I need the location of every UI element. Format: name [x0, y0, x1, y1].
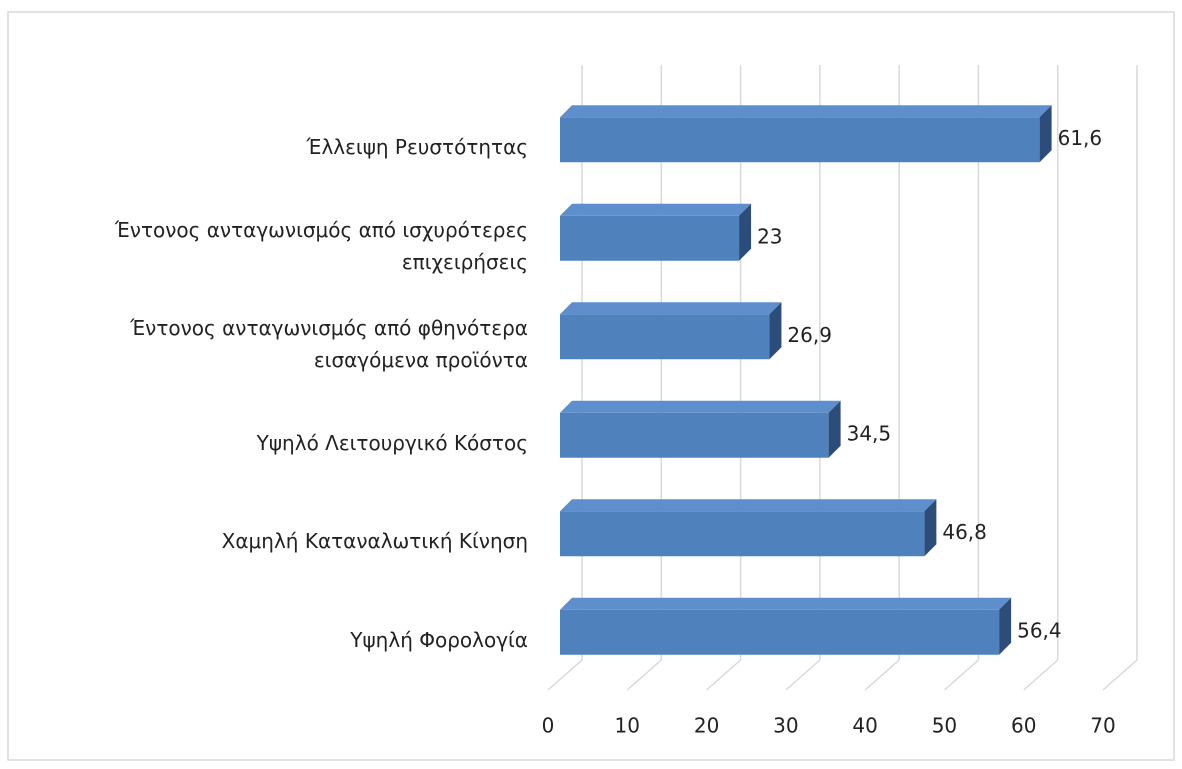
category-label: Υψηλό Λειτουργικό Κόστος: [256, 430, 528, 455]
bar-side: [1039, 105, 1052, 163]
bar-side: [739, 203, 752, 261]
bar: [560, 412, 829, 458]
bar-top: [560, 400, 841, 413]
x-tick-label: 40: [852, 714, 877, 738]
bar: [560, 314, 770, 360]
bar: [560, 215, 740, 261]
x-tick-label: 50: [932, 714, 957, 738]
x-tick-label: 60: [1011, 714, 1036, 738]
bar-side: [924, 499, 937, 557]
floor-line: [864, 659, 900, 691]
bar: [560, 511, 925, 557]
bar: [560, 609, 1000, 655]
value-label: 61,6: [1058, 126, 1103, 150]
category-label: Έντονος ανταγωνισμός από ισχυρότερες επι…: [114, 217, 528, 274]
bar-top: [560, 302, 782, 315]
bar-side: [769, 302, 782, 360]
value-label: 26,9: [787, 323, 832, 347]
bar-top: [560, 597, 1012, 610]
value-label: 56,4: [1017, 618, 1062, 642]
floor-line: [706, 659, 742, 691]
category-label: Χαμηλή Καταναλωτική Κίνηση: [221, 529, 528, 554]
category-label: Έλλειψη Ρευστότητας: [306, 135, 528, 160]
x-tick-label: 30: [773, 714, 798, 738]
floor-line: [1023, 659, 1059, 691]
x-tick-label: 10: [615, 714, 640, 738]
category-label: Υψηλή Φορολογία: [350, 627, 528, 652]
floor-line: [1102, 659, 1138, 691]
floor-line: [785, 659, 821, 691]
x-tick-label: 0: [542, 714, 555, 738]
chart-border: [7, 11, 1175, 761]
floor-line: [943, 659, 979, 691]
x-tick-label: 70: [1090, 714, 1115, 738]
value-label: 34,5: [847, 421, 892, 445]
value-label: 46,8: [942, 520, 987, 544]
x-tick-label: 20: [694, 714, 719, 738]
value-label: 23: [757, 224, 782, 248]
bar-side: [999, 597, 1012, 655]
category-label: Έντονος ανταγωνισμός από φθηνότερα εισαγ…: [130, 316, 528, 373]
bar: [560, 117, 1040, 163]
bar-top: [560, 105, 1052, 118]
bar-top: [560, 203, 752, 216]
floor-line: [547, 659, 583, 691]
bar-side: [828, 400, 841, 458]
floor-line: [626, 659, 662, 691]
bar-top: [560, 499, 937, 512]
